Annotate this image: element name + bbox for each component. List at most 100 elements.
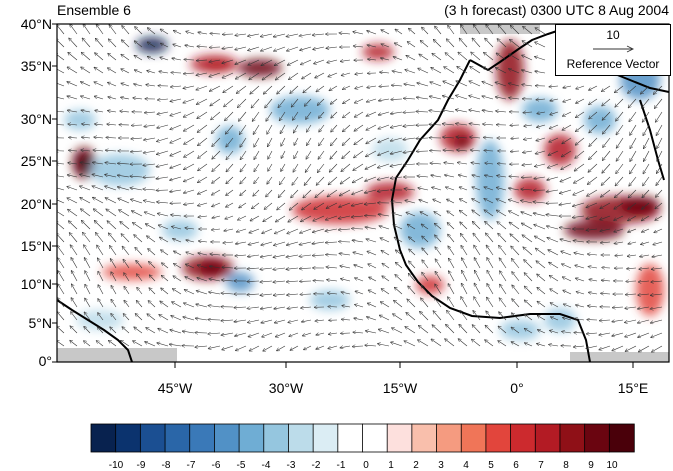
wind-vector: [422, 236, 429, 243]
wind-vector: [576, 305, 585, 307]
wind-vector: [469, 110, 481, 113]
anomaly-blob: [199, 261, 225, 275]
colorbar-label: -9: [136, 460, 146, 471]
wind-vector: [69, 150, 78, 151]
wind-vector: [601, 176, 611, 185]
wind-vector: [81, 150, 91, 151]
wind-vector: [409, 28, 416, 35]
wind-vector: [122, 246, 130, 256]
wind-vector: [198, 150, 208, 158]
wind-vector: [419, 200, 429, 204]
wind-vector: [67, 96, 78, 100]
wind-vector: [602, 98, 611, 106]
wind-vector: [288, 215, 299, 222]
wind-vector: [235, 332, 247, 336]
wind-vector: [95, 110, 104, 112]
wind-vector: [656, 189, 663, 197]
wind-vector: [486, 233, 494, 243]
wind-vector: [111, 300, 117, 308]
wind-vector: [588, 254, 598, 255]
wind-vector: [97, 245, 104, 256]
wind-vector: [460, 199, 468, 204]
wind-vector: [524, 125, 533, 126]
wind-vector: [615, 176, 624, 186]
wind-vector: [280, 124, 286, 134]
wind-vector: [157, 124, 169, 128]
wind-vector: [293, 111, 299, 120]
wind-vector: [340, 346, 351, 348]
wind-vector: [460, 210, 468, 217]
wind-vector: [262, 228, 273, 233]
wind-vector: [535, 42, 546, 48]
wind-vector: [145, 342, 156, 347]
wind-vector: [287, 241, 299, 245]
wind-vector: [369, 277, 377, 282]
wind-vector: [184, 150, 195, 157]
wind-vector: [302, 202, 312, 210]
anomaly-blob: [310, 290, 350, 310]
wind-vector: [391, 202, 403, 204]
wind-vector: [627, 268, 637, 269]
wind-vector: [81, 96, 91, 100]
wind-vector: [381, 302, 390, 308]
wind-vector: [331, 124, 338, 132]
wind-vector: [654, 228, 663, 233]
wind-vector: [303, 189, 312, 198]
wind-vector: [171, 215, 182, 216]
wind-vector: [149, 262, 156, 269]
wind-vector: [364, 203, 377, 204]
wind-vector: [547, 176, 559, 180]
wind-vector: [240, 189, 247, 196]
wind-vector: [173, 239, 182, 243]
wind-vector: [586, 333, 598, 334]
wind-vector: [260, 281, 273, 282]
wind-vector: [199, 241, 208, 242]
wind-vector: [549, 276, 559, 282]
wind-vector: [239, 202, 247, 208]
wind-vector: [340, 266, 351, 269]
wind-vector: [499, 312, 507, 321]
wind-vector: [248, 59, 260, 65]
wind-vector: [576, 292, 585, 295]
colorbar-box: [460, 423, 487, 453]
wind-vector: [136, 261, 143, 269]
wind-vector: [380, 72, 390, 73]
wind-vector: [395, 275, 403, 282]
wind-vector: [431, 175, 442, 177]
wind-vector: [184, 203, 195, 205]
wind-vector: [429, 96, 442, 100]
colorbar-box: [189, 423, 216, 453]
wind-vector: [174, 251, 182, 256]
wind-vector: [80, 186, 91, 191]
anomaly-blob: [500, 320, 540, 340]
colorbar-box: [164, 423, 191, 453]
wind-vector: [247, 307, 260, 309]
wind-vector: [537, 112, 546, 114]
wind-vector: [352, 240, 364, 242]
wind-vector: [58, 271, 65, 282]
wind-vector: [628, 202, 637, 209]
wind-vector: [562, 264, 572, 269]
wind-vector: [654, 85, 663, 94]
wind-vector: [537, 344, 546, 347]
wind-vector: [248, 46, 260, 51]
wind-vector: [159, 225, 169, 230]
wind-vector: [443, 81, 455, 87]
wind-vector: [302, 320, 312, 322]
wind-vector: [551, 317, 559, 321]
wind-vector: [221, 332, 234, 335]
wind-vector: [421, 298, 429, 308]
wind-vector: [353, 252, 364, 256]
wind-vector: [94, 82, 104, 87]
wind-vector: [94, 221, 104, 230]
wind-vector: [121, 54, 130, 61]
wind-vector: [381, 251, 390, 256]
wind-vector: [548, 250, 559, 256]
wind-vector: [58, 298, 65, 308]
wind-vector: [249, 72, 260, 80]
wind-vector: [378, 344, 390, 347]
wind-vector: [313, 215, 325, 221]
wind-vector: [586, 345, 598, 348]
wind-vector: [197, 278, 208, 282]
